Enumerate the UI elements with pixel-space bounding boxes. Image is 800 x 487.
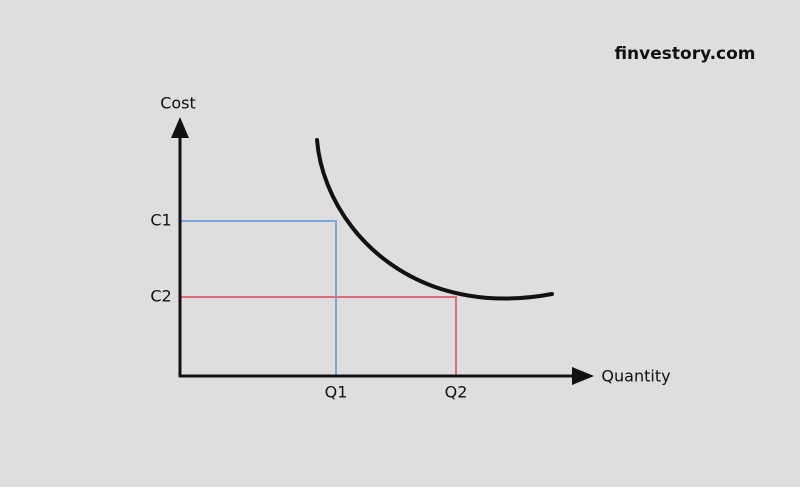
x-axis-label: Quantity <box>601 367 670 386</box>
cost-curve <box>315 138 554 301</box>
cost-level-label: C1 <box>150 211 171 230</box>
brand: finvestory.com <box>614 44 755 64</box>
cost-level-label: C2 <box>150 287 171 306</box>
quantity-level-label: Q2 <box>445 383 468 402</box>
x-arrow <box>572 367 594 385</box>
y-axis-label: Cost <box>160 94 196 113</box>
quantity-level-label: Q1 <box>325 383 348 402</box>
y-arrow <box>171 117 189 138</box>
q2-guide <box>180 296 457 376</box>
q1-guide <box>180 220 337 376</box>
